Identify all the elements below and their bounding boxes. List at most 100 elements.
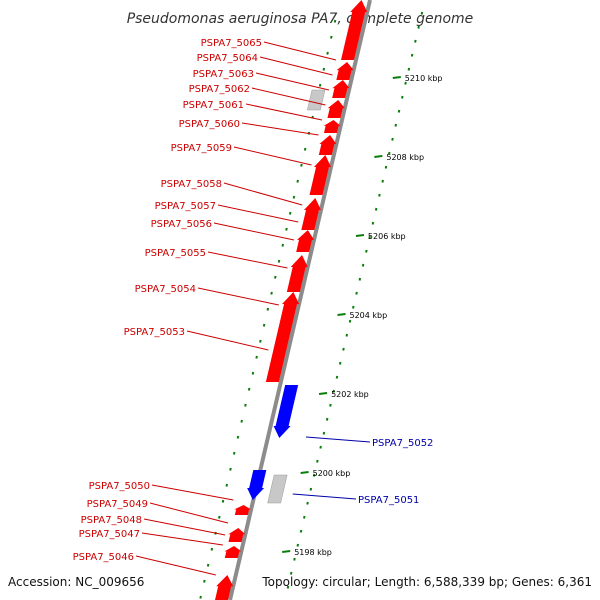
scale-tick bbox=[355, 234, 365, 237]
gc-dot bbox=[417, 25, 420, 29]
label-leader-line bbox=[292, 493, 357, 500]
gc-dot bbox=[288, 211, 292, 215]
gc-dot bbox=[289, 571, 293, 575]
gc-dot bbox=[240, 419, 243, 423]
forward-gene-arrow bbox=[265, 292, 300, 382]
scale-tick bbox=[337, 313, 346, 316]
forward-gene-label: PSPA7_5047 bbox=[79, 529, 140, 540]
accession-text: Accession: NC_009656 bbox=[8, 575, 144, 589]
gc-dot bbox=[221, 499, 225, 503]
gc-dot bbox=[277, 259, 281, 263]
reverse-gene-label: PSPA7_5051 bbox=[358, 495, 419, 506]
scale-label: 5202 kbp bbox=[331, 390, 369, 399]
forward-gene-label: PSPA7_5048 bbox=[81, 515, 142, 526]
scale-tick bbox=[318, 392, 328, 395]
gc-dot bbox=[332, 389, 335, 393]
forward-gene-label: PSPA7_5062 bbox=[189, 84, 250, 95]
gc-dot bbox=[407, 67, 411, 71]
label-leader-line bbox=[186, 330, 269, 351]
gc-dot bbox=[394, 123, 398, 127]
gc-dot bbox=[306, 501, 309, 505]
forward-gene-label: PSPA7_5065 bbox=[201, 38, 262, 49]
gc-dot bbox=[210, 547, 214, 551]
gc-dot bbox=[274, 275, 277, 279]
gc-dot bbox=[303, 147, 307, 151]
gc-dot bbox=[318, 83, 322, 87]
label-leader-line bbox=[245, 103, 323, 121]
scale-label: 5204 kbp bbox=[350, 311, 388, 320]
forward-gene-arrow bbox=[234, 505, 252, 515]
gc-dot bbox=[368, 235, 371, 239]
forward-gene-label: PSPA7_5064 bbox=[197, 53, 258, 64]
forward-gene-arrow bbox=[318, 135, 337, 155]
pseudogene-feature bbox=[267, 474, 288, 504]
forward-gene-label: PSPA7_5061 bbox=[183, 100, 244, 111]
gc-dot bbox=[300, 163, 303, 167]
forward-gene-label: PSPA7_5046 bbox=[73, 552, 134, 563]
forward-gene-label: PSPA7_5059 bbox=[171, 143, 232, 154]
gc-dot bbox=[335, 375, 339, 379]
label-leader-line bbox=[305, 436, 371, 443]
label-leader-line bbox=[241, 122, 319, 136]
gene-features bbox=[215, 0, 368, 600]
gc-dot bbox=[414, 39, 417, 43]
gc-dot bbox=[236, 435, 240, 439]
gc-dot bbox=[319, 445, 322, 449]
label-leader-line bbox=[143, 518, 226, 536]
label-leader-line bbox=[217, 204, 299, 223]
label-leader-line bbox=[197, 287, 279, 306]
gc-dot bbox=[397, 109, 401, 113]
genome-backbone bbox=[228, 0, 372, 600]
gc-dot bbox=[401, 95, 404, 99]
forward-gene-arrow bbox=[309, 155, 332, 195]
gc-dot bbox=[299, 529, 303, 533]
label-leader-line bbox=[251, 87, 326, 106]
gc-dot bbox=[229, 467, 232, 471]
gc-dot bbox=[338, 361, 342, 365]
gc-dot bbox=[361, 263, 365, 267]
forward-gene-label: PSPA7_5050 bbox=[89, 481, 150, 492]
label-leader-line bbox=[223, 182, 303, 206]
gc-dot bbox=[378, 193, 381, 197]
scale-label: 5208 kbp bbox=[386, 153, 424, 162]
gc-dot bbox=[391, 137, 394, 141]
gc-dot bbox=[322, 431, 326, 435]
gc-dot bbox=[270, 291, 273, 295]
gc-dot bbox=[251, 371, 255, 375]
label-leader-line bbox=[213, 222, 295, 241]
forward-gene-arrow bbox=[286, 255, 308, 292]
gc-dot bbox=[262, 323, 266, 327]
forward-gene-arrow bbox=[336, 62, 354, 80]
label-leader-line bbox=[149, 502, 229, 524]
forward-gene-arrow bbox=[332, 80, 350, 98]
reverse-gene-label: PSPA7_5052 bbox=[372, 438, 433, 449]
gc-dot bbox=[330, 35, 333, 39]
scale-label: 5210 kbp bbox=[405, 74, 443, 83]
gc-dot bbox=[286, 585, 290, 589]
scale-tick bbox=[282, 550, 291, 553]
scale-tick bbox=[374, 155, 383, 158]
forward-gene-label: PSPA7_5058 bbox=[161, 179, 222, 190]
gc-dot bbox=[326, 51, 329, 55]
forward-gene-arrow bbox=[224, 546, 242, 558]
forward-gene-arrow bbox=[341, 0, 368, 60]
forward-gene-arrow bbox=[301, 198, 321, 230]
gc-dot bbox=[292, 195, 296, 199]
gc-dot bbox=[381, 179, 384, 183]
label-leader-line bbox=[263, 41, 337, 61]
gc-dot bbox=[203, 579, 206, 583]
gc-dot bbox=[384, 165, 388, 169]
forward-gene-label: PSPA7_5057 bbox=[155, 201, 216, 212]
forward-gene-label: PSPA7_5054 bbox=[135, 284, 196, 295]
reverse-gene-arrow bbox=[273, 385, 299, 438]
scale-label: 5198 kbp bbox=[294, 548, 332, 557]
scale-label: 5200 kbp bbox=[313, 469, 351, 478]
gc-dot bbox=[316, 459, 319, 463]
forward-gene-label: PSPA7_5053 bbox=[124, 327, 185, 338]
gc-dot bbox=[206, 563, 210, 567]
gc-dot bbox=[281, 243, 285, 247]
gc-dot bbox=[244, 403, 247, 407]
gc-dot bbox=[355, 291, 358, 295]
label-leader-line bbox=[151, 484, 234, 501]
